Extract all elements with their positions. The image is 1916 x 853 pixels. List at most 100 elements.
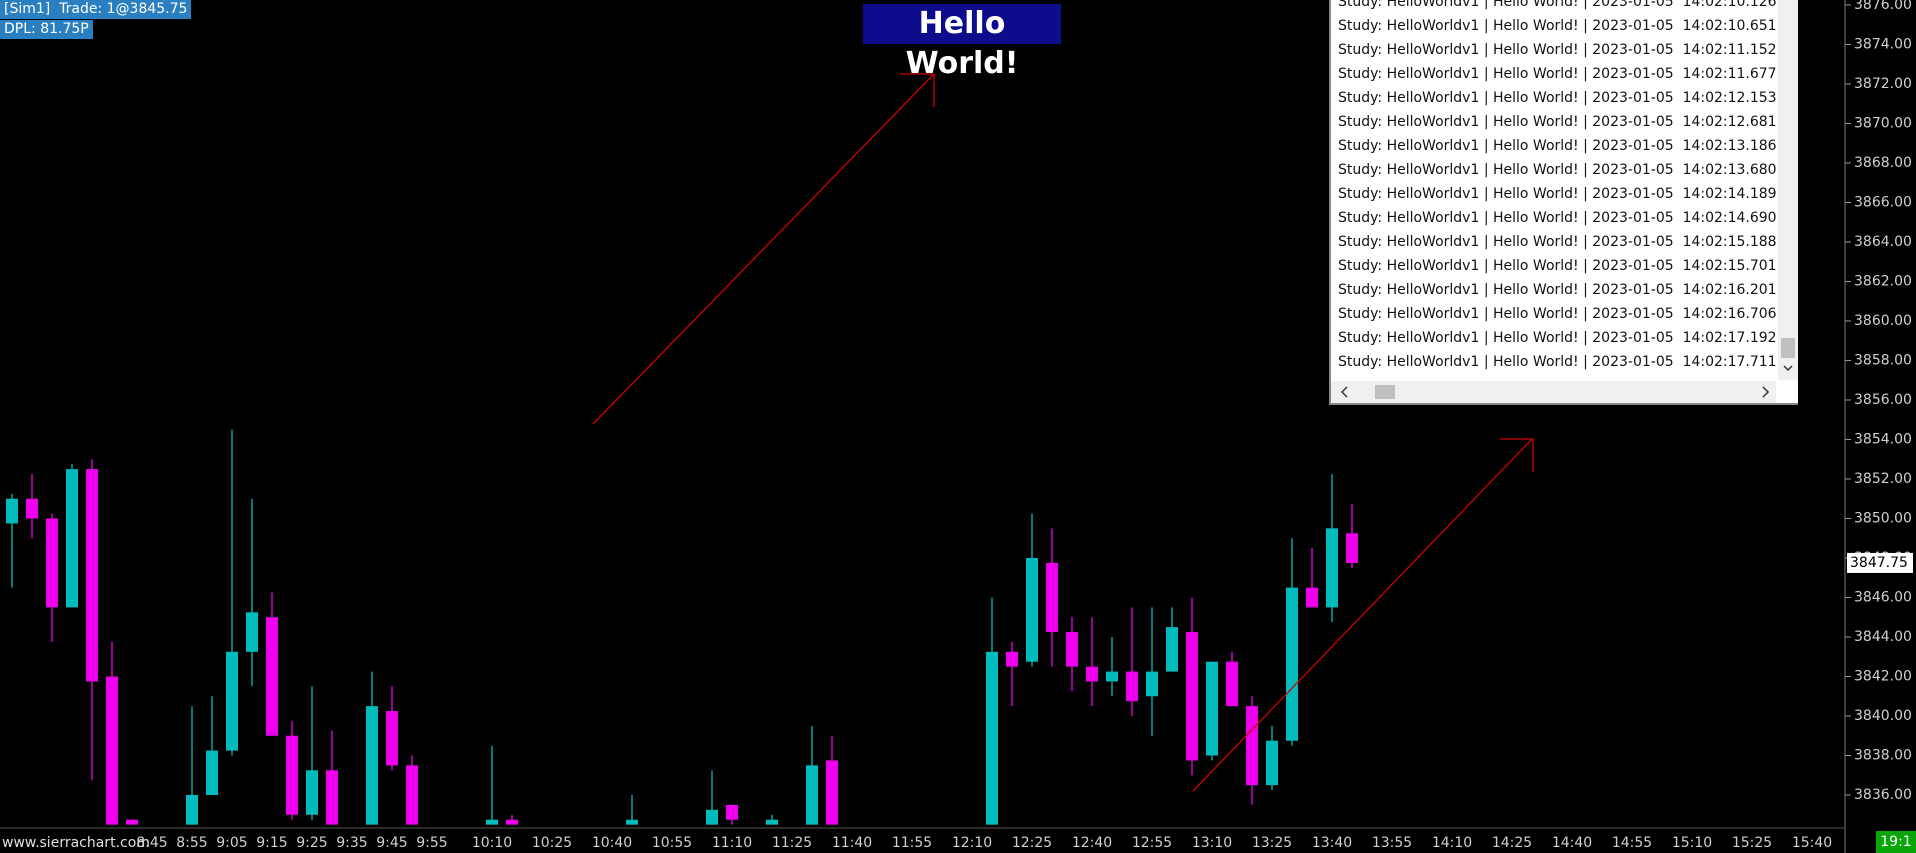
y-tick-label: 3872.00 xyxy=(1854,76,1912,92)
message-log[interactable]: Study: HelloWorldv1 | Hello World! | 202… xyxy=(1329,0,1798,405)
log-line: Study: HelloWorldv1 | Hello World! | 202… xyxy=(1338,306,1789,322)
y-tick-label: 3876.00 xyxy=(1854,0,1912,13)
y-tick-label: 3842.00 xyxy=(1854,669,1912,685)
candle-body xyxy=(806,765,818,825)
bar-timer: 19:1 xyxy=(1876,831,1916,853)
x-tick-label: 9:35 xyxy=(336,835,367,851)
v-scrollbar[interactable] xyxy=(1778,0,1798,380)
x-tick-label: 13:55 xyxy=(1372,835,1412,851)
candle-body xyxy=(66,469,78,608)
trend-arrow xyxy=(1192,438,1533,792)
candle-body xyxy=(126,819,138,825)
x-tick-label: 13:10 xyxy=(1192,835,1232,851)
candle-body xyxy=(1246,706,1258,786)
x-tick-label: 9:45 xyxy=(376,835,407,851)
candle-body xyxy=(1306,587,1318,608)
x-tick-label: 11:10 xyxy=(712,835,752,851)
candle-body xyxy=(6,498,18,524)
log-line: Study: HelloWorldv1 | Hello World! | 202… xyxy=(1338,90,1789,106)
candle-body xyxy=(366,706,378,825)
candle-body xyxy=(86,469,98,682)
x-tick-label: 13:40 xyxy=(1312,835,1352,851)
arrow-head xyxy=(1500,438,1534,472)
candle-body xyxy=(1326,528,1338,608)
x-tick-label: 14:55 xyxy=(1612,835,1652,851)
y-tick-label: 3864.00 xyxy=(1854,234,1912,250)
x-tick-label: 10:10 xyxy=(472,835,512,851)
log-line: Study: HelloWorldv1 | Hello World! | 202… xyxy=(1338,66,1789,82)
candle-body xyxy=(1126,671,1138,702)
x-tick-label: 8:45 xyxy=(136,835,167,851)
y-tick-label: 3838.00 xyxy=(1854,748,1912,764)
arrow-head xyxy=(900,73,935,107)
watermark: www.sierrachart.com xyxy=(2,835,150,851)
log-line: Study: HelloWorldv1 | Hello World! | 202… xyxy=(1338,282,1789,298)
candle-body xyxy=(706,809,718,825)
candle-body xyxy=(1266,740,1278,786)
x-tick-label: 12:55 xyxy=(1132,835,1172,851)
v-thumb[interactable] xyxy=(1781,338,1795,358)
x-tick-label: 11:55 xyxy=(892,835,932,851)
annotations xyxy=(592,73,1534,792)
h-thumb[interactable] xyxy=(1375,385,1395,399)
candle-body xyxy=(26,498,38,519)
chart-title: Hello World! xyxy=(863,4,1061,81)
x-tick-label: 10:40 xyxy=(592,835,632,851)
log-line: Study: HelloWorldv1 | Hello World! | 202… xyxy=(1338,186,1789,202)
y-tick-label: 3836.00 xyxy=(1854,787,1912,803)
x-tick-label: 14:40 xyxy=(1552,835,1592,851)
x-tick-label: 15:10 xyxy=(1672,835,1712,851)
candle-body xyxy=(1146,671,1158,697)
candle-body xyxy=(186,795,198,825)
x-tick-label: 9:25 xyxy=(296,835,327,851)
log-line: Study: HelloWorldv1 | Hello World! | 202… xyxy=(1338,138,1789,154)
candle-body xyxy=(726,804,738,820)
y-tick-label: 3860.00 xyxy=(1854,313,1912,329)
candle-body xyxy=(226,651,238,751)
last-price-box xyxy=(1847,552,1913,573)
left-arrow[interactable] xyxy=(1335,381,1355,403)
candle-body xyxy=(1006,651,1018,667)
log-line: Study: HelloWorldv1 | Hello World! | 202… xyxy=(1338,258,1789,274)
candle-body xyxy=(1226,661,1238,707)
y-tick-label: 3856.00 xyxy=(1854,392,1912,408)
right-arrow[interactable] xyxy=(1755,381,1775,403)
log-line: Study: HelloWorldv1 | Hello World! | 202… xyxy=(1338,330,1789,346)
x-tick-label: 8:55 xyxy=(176,835,207,851)
candle-body xyxy=(1066,632,1078,667)
log-lines: Study: HelloWorldv1 | Hello World! | 202… xyxy=(1338,0,1788,374)
y-tick-label: 3854.00 xyxy=(1854,431,1912,447)
x-tick-label: 14:10 xyxy=(1432,835,1472,851)
candle-body xyxy=(1026,557,1038,662)
y-tick-label: 3844.00 xyxy=(1854,629,1912,645)
x-tick-label: 12:25 xyxy=(1012,835,1052,851)
candles xyxy=(6,429,1358,825)
log-line: Study: HelloWorldv1 | Hello World! | 202… xyxy=(1338,234,1789,250)
candle-body xyxy=(766,819,778,825)
candle-body xyxy=(406,765,418,825)
candle-body xyxy=(1046,562,1058,633)
log-line: Study: HelloWorldv1 | Hello World! | 202… xyxy=(1338,42,1789,58)
log-line: Study: HelloWorldv1 | Hello World! | 202… xyxy=(1338,18,1789,34)
candle-body xyxy=(1086,666,1098,682)
candle-body xyxy=(266,617,278,736)
candle-body xyxy=(286,735,298,815)
account-label: [Sim1] Trade: 1@3845.75 xyxy=(0,0,192,19)
x-tick-label: 13:25 xyxy=(1252,835,1292,851)
candle-body xyxy=(46,518,58,608)
candle-body xyxy=(1166,627,1178,672)
candle-body xyxy=(506,819,518,825)
log-line: Study: HelloWorldv1 | Hello World! | 202… xyxy=(1338,354,1789,370)
x-tick-label: 15:25 xyxy=(1732,835,1772,851)
h-scrollbar[interactable] xyxy=(1331,381,1776,403)
candle-body xyxy=(326,770,338,825)
log-line: Study: HelloWorldv1 | Hello World! | 202… xyxy=(1338,162,1789,178)
candle-body xyxy=(986,651,998,825)
down-arrow[interactable] xyxy=(1778,358,1798,378)
y-tick-label: 3862.00 xyxy=(1854,273,1912,289)
log-line: Study: HelloWorldv1 | Hello World! | 202… xyxy=(1338,0,1789,10)
x-tick-label: 9:15 xyxy=(256,835,287,851)
candle-body xyxy=(1206,661,1218,756)
